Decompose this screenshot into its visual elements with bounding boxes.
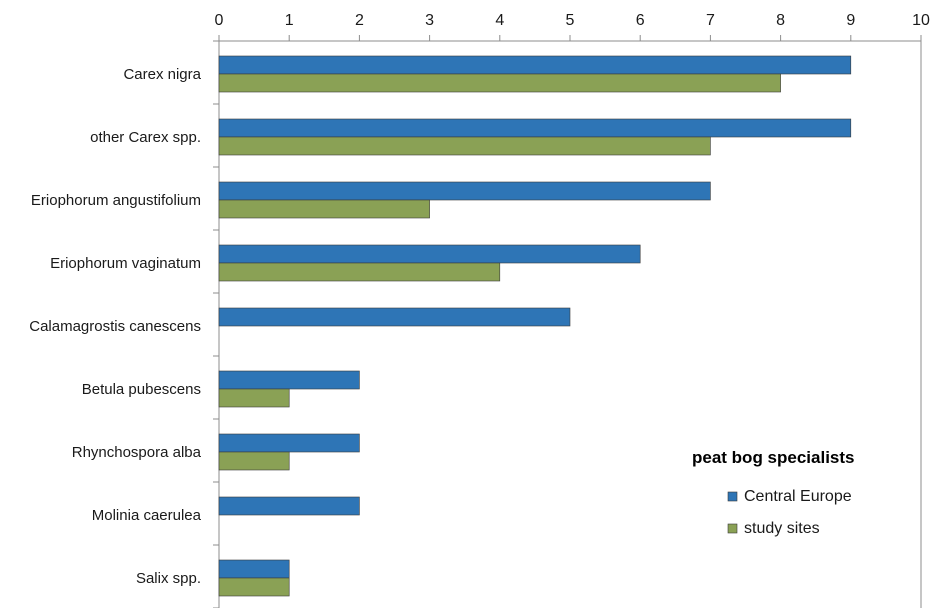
category-label: Carex nigra — [123, 66, 201, 83]
bar-central-europe — [218, 55, 852, 75]
x-tick-label: 10 — [912, 12, 930, 29]
legend-title: peat bog specialists — [692, 448, 855, 467]
x-tick-label: 2 — [355, 12, 364, 29]
bar-central-europe — [218, 118, 852, 138]
bar-central-europe — [218, 370, 360, 390]
bar-central-europe — [218, 181, 711, 201]
x-axis: 0 1 2 3 4 5 6 7 8 9 10 — [215, 12, 930, 41]
bar-study-sites — [218, 136, 711, 156]
bar-central-europe — [218, 307, 571, 327]
bar-study-sites — [218, 262, 501, 282]
y-axis: Carex nigra other Carex spp. Eriophorum an… — [29, 40, 220, 608]
bar-study-sites — [218, 451, 290, 471]
category-label: Molinia caerulea — [92, 507, 202, 524]
bar-central-europe — [218, 496, 360, 516]
bar-central-europe — [218, 559, 290, 579]
legend-swatch — [727, 523, 738, 534]
legend-swatch — [727, 491, 738, 502]
x-tick-label: 4 — [495, 12, 504, 29]
x-tick-label: 8 — [776, 12, 785, 29]
category-label: other Carex spp. — [90, 129, 201, 146]
category-label: Eriophorum vaginatum — [50, 255, 201, 272]
bar-study-sites — [218, 577, 290, 597]
bar-central-europe — [218, 433, 360, 453]
x-tick-label: 7 — [706, 12, 715, 29]
bar-study-sites — [218, 73, 781, 93]
x-tick-label: 6 — [636, 12, 645, 29]
x-tick-label: 9 — [846, 12, 855, 29]
x-tick-label: 1 — [285, 12, 294, 29]
legend-label: study sites — [744, 520, 820, 537]
bar-study-sites — [218, 388, 290, 408]
bars — [218, 55, 852, 597]
category-label: Betula pubescens — [82, 381, 201, 398]
category-label: Salix spp. — [136, 570, 201, 587]
category-label: Eriophorum angustifolium — [31, 192, 201, 209]
legend: peat bog specialists Central Europe study… — [692, 448, 855, 537]
category-label: Rhynchospora alba — [72, 444, 202, 461]
category-label: Calamagrostis canescens — [29, 318, 201, 335]
x-tick-label: 0 — [215, 12, 224, 29]
bar-study-sites — [218, 199, 430, 219]
bar-central-europe — [218, 244, 641, 264]
legend-label: Central Europe — [744, 488, 852, 505]
x-tick-label: 5 — [566, 12, 575, 29]
x-tick-label: 3 — [425, 12, 434, 29]
